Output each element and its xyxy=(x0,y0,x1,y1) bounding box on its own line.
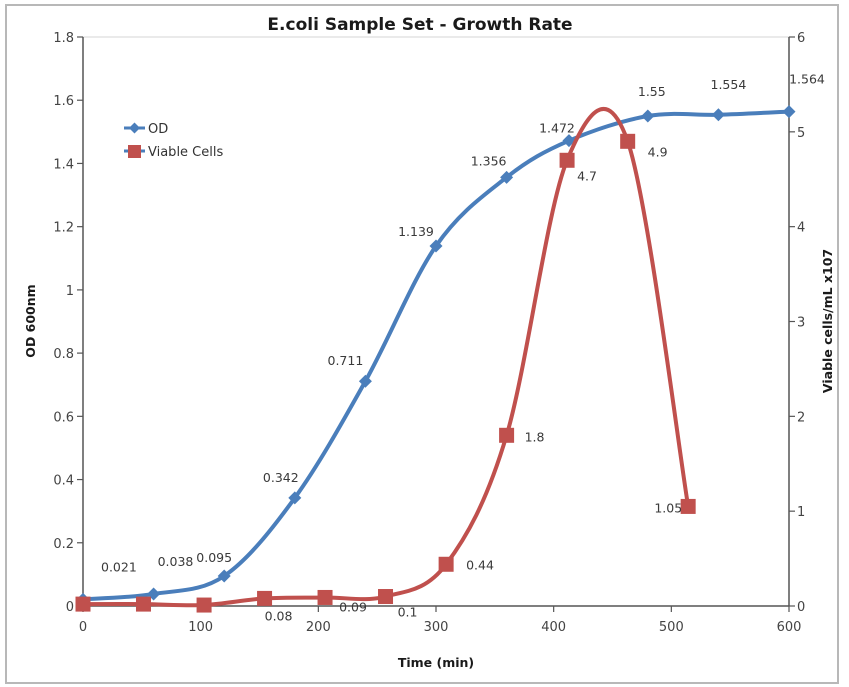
chart-frame xyxy=(5,4,839,684)
y2-tick-label: 4 xyxy=(797,221,805,236)
data-label-viable-cells: 0.08 xyxy=(265,608,293,623)
x-tick-label: 0 xyxy=(79,620,87,635)
data-point-od[interactable] xyxy=(288,491,302,505)
data-label-od: 0.038 xyxy=(158,554,194,569)
y2-tick-label: 5 xyxy=(797,126,805,141)
data-point-od[interactable] xyxy=(782,105,796,119)
data-point-viable-cells[interactable] xyxy=(75,596,91,612)
x-tick-label: 400 xyxy=(541,620,566,635)
data-label-viable-cells: 0.09 xyxy=(339,599,367,614)
legend-od-label: OD xyxy=(148,122,168,137)
data-point-viable-cells[interactable] xyxy=(680,498,696,514)
data-label-od: 0.095 xyxy=(196,550,232,565)
data-label-viable-cells: 0.44 xyxy=(466,557,494,572)
y2-axis-title: Viable cells/mL x107 xyxy=(820,249,835,393)
legend-viable-label: Viable Cells xyxy=(148,145,223,160)
legend-viable-square-icon xyxy=(128,145,141,158)
data-label-od: 1.564 xyxy=(789,72,825,87)
data-point-viable-cells[interactable] xyxy=(620,133,636,149)
data-point-od[interactable] xyxy=(500,170,514,184)
y2-tick-label: 1 xyxy=(797,505,805,520)
x-tick-label: 600 xyxy=(777,620,802,635)
x-tick-label: 200 xyxy=(306,620,331,635)
legend-item-od[interactable]: OD xyxy=(124,122,168,137)
y-tick-label: 0.2 xyxy=(53,537,74,552)
data-point-viable-cells[interactable] xyxy=(135,596,151,612)
y-tick-label: 0.4 xyxy=(53,474,74,489)
x-tick-label: 100 xyxy=(188,620,213,635)
data-label-viable-cells: 0.1 xyxy=(398,605,418,620)
chart-title: E.coli Sample Set - Growth Rate xyxy=(267,15,572,35)
y-tick-label: 0 xyxy=(66,600,74,615)
y2-tick-label: 0 xyxy=(797,600,805,615)
x-tick-label: 300 xyxy=(424,620,449,635)
data-point-viable-cells[interactable] xyxy=(317,589,333,605)
legend-od-diamond-icon xyxy=(129,122,140,134)
data-label-od: 1.554 xyxy=(711,77,747,92)
data-label-viable-cells: 1.8 xyxy=(525,429,545,444)
series-line-od xyxy=(81,109,791,602)
y-tick-label: 1.2 xyxy=(53,221,74,236)
data-label-viable-cells: 4.9 xyxy=(648,144,668,159)
data-label-od: 1.55 xyxy=(638,84,666,99)
y-axis-title: OD 600nm xyxy=(23,284,38,357)
y-tick-label: 1.4 xyxy=(53,157,74,172)
data-point-viable-cells[interactable] xyxy=(196,597,212,613)
data-label-od: 1.356 xyxy=(471,153,507,168)
data-point-viable-cells[interactable] xyxy=(438,556,454,572)
legend-item-viable-cells[interactable]: Viable Cells xyxy=(124,145,223,160)
data-label-od: 1.139 xyxy=(398,224,434,239)
data-point-od[interactable] xyxy=(641,109,655,123)
data-label-od: 0.711 xyxy=(328,353,364,368)
data-point-viable-cells[interactable] xyxy=(257,590,273,606)
data-point-viable-cells[interactable] xyxy=(378,589,394,605)
y-tick-label: 1 xyxy=(66,284,74,299)
y-tick-label: 0.8 xyxy=(53,347,74,362)
axes: 0 0.2 0.4 0.6 0.8 1 1.2 1.4 1.6 1.8 0 1 2 3 4 5 6 0 100 200… xyxy=(53,31,805,635)
y-tick-label: 0.6 xyxy=(53,410,74,425)
y-tick-label: 1.6 xyxy=(53,94,74,109)
y-tick-label: 1.8 xyxy=(53,31,74,46)
data-label-od: 0.021 xyxy=(101,559,137,574)
data-point-od[interactable] xyxy=(429,239,443,253)
legend: OD Viable Cells xyxy=(124,122,223,160)
series-layer xyxy=(75,105,796,613)
y2-tick-label: 6 xyxy=(797,31,805,46)
data-label-od: 0.342 xyxy=(263,470,299,485)
data-point-viable-cells[interactable] xyxy=(559,152,575,168)
data-point-od[interactable] xyxy=(711,108,725,122)
data-label-viable-cells: 1.05 xyxy=(654,500,682,515)
data-point-od[interactable] xyxy=(217,569,231,583)
data-label-od: 1.472 xyxy=(539,121,575,136)
data-point-viable-cells[interactable] xyxy=(499,427,515,443)
y2-tick-label: 2 xyxy=(797,410,805,425)
data-label-viable-cells: 4.7 xyxy=(577,168,597,183)
data-labels-layer: 0.021 0.038 0.0950.3420.7111.1391.3561.472… xyxy=(101,72,825,624)
data-point-od[interactable] xyxy=(358,374,372,388)
x-axis-title: Time (min) xyxy=(398,655,474,670)
y2-tick-label: 3 xyxy=(797,316,805,331)
x-tick-label: 500 xyxy=(659,620,684,635)
